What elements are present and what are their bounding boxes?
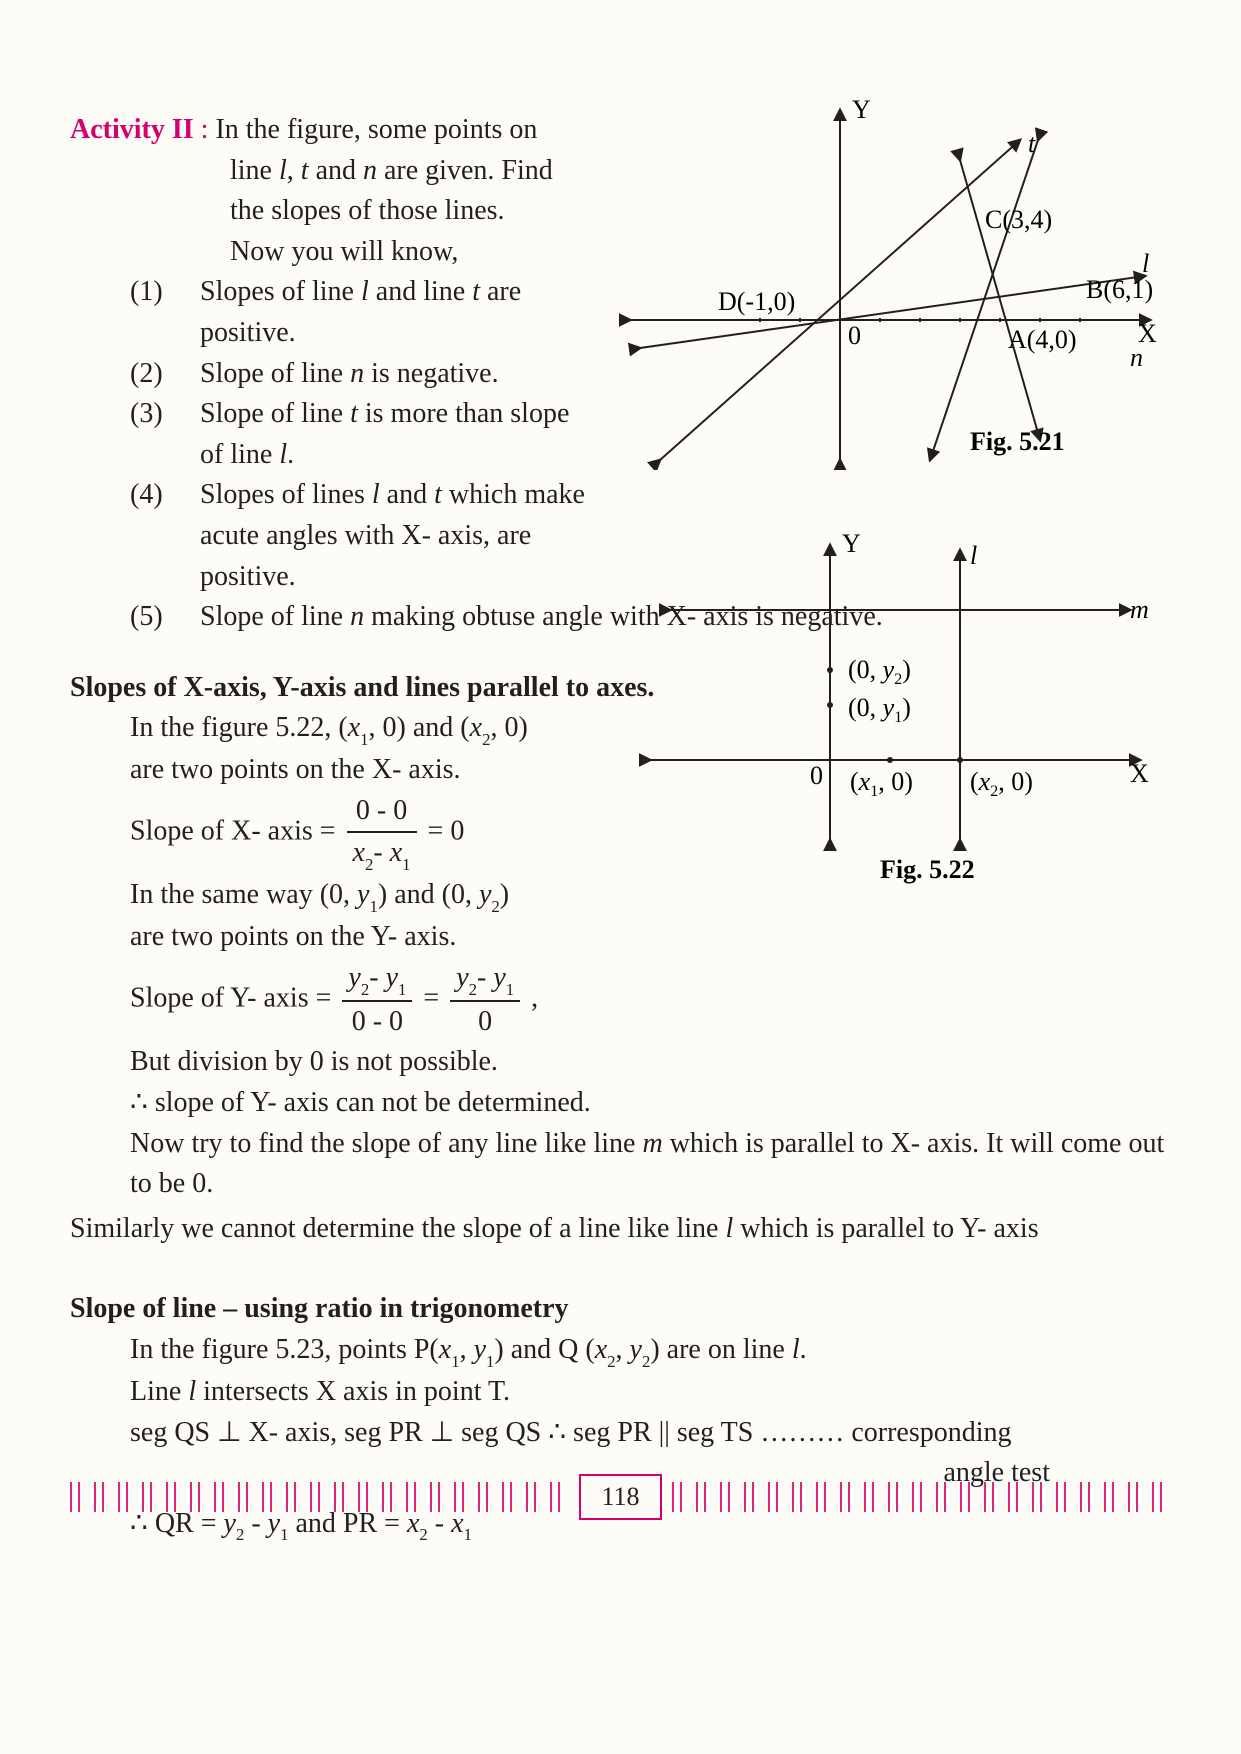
svg-text:B(6,1): B(6,1) (1086, 275, 1153, 304)
svg-text:l: l (1142, 249, 1149, 278)
svg-text:Y: Y (842, 530, 861, 558)
figure-5-21: Y X 0 C(3,4) B(6,1) A(4,0) D(-1,0) l t n… (590, 100, 1170, 470)
svg-text:C(3,4): C(3,4) (985, 205, 1052, 234)
svg-text:t: t (1028, 129, 1036, 158)
slope-y-eq: Slope of Y- axis = y2- y10 - 0 = y2- y10… (130, 958, 630, 1043)
footer-decoration-right (672, 1482, 1171, 1512)
svg-text:n: n (1130, 343, 1143, 372)
intro-line-2: line l, t and n are given. Find (230, 151, 590, 192)
slope-x-eq: Slope of X- axis = 0 - 0x2- x1 = 0 (130, 791, 630, 876)
intro-line-3: the slopes of those lines. (230, 191, 590, 232)
item-4: (4) Slopes of lines l and t which make a… (130, 475, 590, 597)
trig-line-2: Line l intersects X axis in point T. (130, 1372, 1170, 1413)
para-m: Now try to find the slope of any line li… (130, 1124, 1170, 1205)
svg-text:Fig. 5.21: Fig. 5.21 (970, 427, 1065, 456)
trig-line-3: seg QS ⊥ X- axis, seg PR ⊥ seg QS ∴ seg … (130, 1413, 1170, 1454)
svg-text:Fig. 5.22: Fig. 5.22 (880, 855, 975, 884)
svg-text:Y: Y (852, 100, 871, 124)
svg-text:0: 0 (848, 321, 861, 350)
item-2: (2) Slope of line n is negative. (130, 354, 590, 395)
svg-text:(x2, 0): (x2, 0) (970, 767, 1033, 800)
svg-text:D(-1,0): D(-1,0) (718, 287, 795, 316)
figure-5-22: Y X 0 l m (0, y2) (0, y1) (x1, 0) (x2, 0… (630, 530, 1170, 890)
item-1: (1) Slopes of line l and line t are posi… (130, 272, 590, 353)
svg-text:A(4,0): A(4,0) (1008, 325, 1077, 354)
trig-line-1: In the figure 5.23, points P(x1, y1) and… (130, 1330, 1170, 1372)
page-number: 118 (579, 1474, 661, 1520)
svg-text:(0, y2): (0, y2) (848, 655, 911, 688)
slopes-line-1: In the figure 5.22, (x1, 0) and (x2, 0) (130, 708, 630, 750)
activity-label: Activity II (70, 114, 194, 145)
trig-heading: Slope of line – using ratio in trigonome… (70, 1289, 1170, 1330)
intro-line-4: Now you will know, (230, 232, 590, 273)
svg-text:l: l (970, 541, 977, 570)
slopes-line-3: In the same way (0, y1) and (0, y2) (130, 875, 630, 917)
para-l: Similarly we cannot determine the slope … (70, 1209, 1170, 1250)
svg-text:(0, y1): (0, y1) (848, 693, 911, 726)
item-3: (3) Slope of line t is more than slope o… (130, 394, 590, 475)
svg-text:0: 0 (810, 761, 823, 790)
footer-decoration-left (70, 1482, 569, 1512)
svg-text:(x1, 0): (x1, 0) (850, 767, 913, 800)
activity-intro: Activity II : In the figure, some points… (70, 110, 590, 151)
page-footer: 118 (0, 1476, 1241, 1518)
svg-text:X: X (1130, 759, 1149, 788)
svg-text:m: m (1130, 595, 1149, 624)
